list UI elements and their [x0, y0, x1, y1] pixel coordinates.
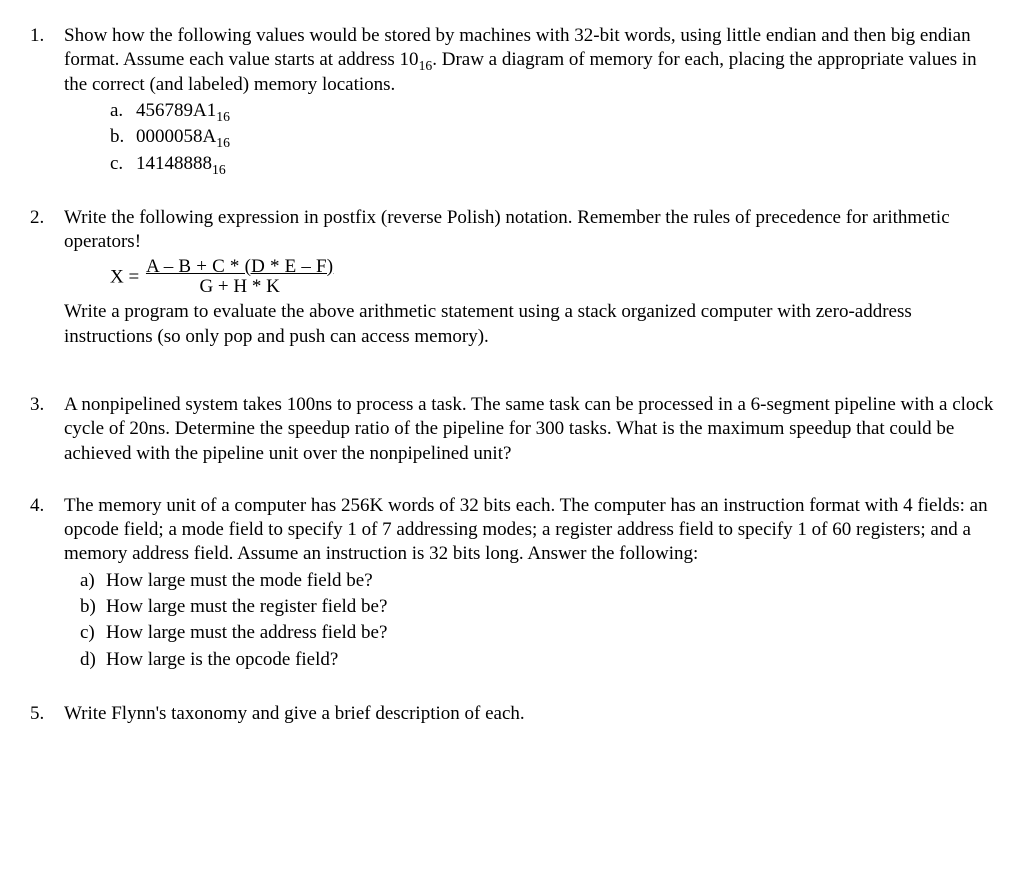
- question-body: Show how the following values would be s…: [64, 24, 994, 178]
- q4-text: The memory unit of a computer has 256K w…: [64, 495, 988, 565]
- sub-label: a): [80, 569, 106, 593]
- q2-text2: Write a program to evaluate the above ar…: [64, 301, 912, 346]
- fraction-denominator: G + H * K: [144, 277, 335, 298]
- formula-fraction: A – B + C * (D * E – F)G + H * K: [144, 257, 335, 299]
- question-number: 2.: [30, 206, 64, 349]
- sub-label: a.: [110, 99, 136, 123]
- sub-label: d): [80, 648, 106, 672]
- sub-value: 456789A116: [136, 99, 230, 123]
- question-1: 1. Show how the following values would b…: [30, 24, 994, 178]
- sub-text: How large is the opcode field?: [106, 648, 338, 672]
- sub-text: How large must the register field be?: [106, 595, 387, 619]
- q4-sub-d: d) How large is the opcode field?: [80, 648, 994, 672]
- subscript-16: 16: [216, 109, 230, 124]
- q1-sub-c: c. 1414888816: [110, 152, 994, 176]
- question-number: 3.: [30, 393, 64, 466]
- q1-sub-b: b. 0000058A16: [110, 125, 994, 149]
- hex-value: 0000058A: [136, 126, 216, 147]
- q5-text: Write Flynn's taxonomy and give a brief …: [64, 703, 525, 724]
- question-body: Write Flynn's taxonomy and give a brief …: [64, 702, 994, 726]
- q4-sub-b: b) How large must the register field be?: [80, 595, 994, 619]
- sub-text: How large must the address field be?: [106, 621, 387, 645]
- question-body: Write the following expression in postfi…: [64, 206, 994, 349]
- q3-text: A nonpipelined system takes 100ns to pro…: [64, 394, 993, 464]
- sub-value: 0000058A16: [136, 125, 230, 149]
- question-body: A nonpipelined system takes 100ns to pro…: [64, 393, 994, 466]
- question-4: 4. The memory unit of a computer has 256…: [30, 494, 994, 674]
- q2-text: Write the following expression in postfi…: [64, 207, 950, 252]
- q4-subitems: a) How large must the mode field be? b) …: [64, 569, 994, 672]
- q1-subitems: a. 456789A116 b. 0000058A16 c. 141488881…: [64, 99, 994, 176]
- subscript-16: 16: [419, 58, 433, 73]
- question-2: 2. Write the following expression in pos…: [30, 206, 994, 349]
- sub-value: 1414888816: [136, 152, 226, 176]
- q4-sub-c: c) How large must the address field be?: [80, 621, 994, 645]
- sub-text: How large must the mode field be?: [106, 569, 373, 593]
- sub-label: c.: [110, 152, 136, 176]
- sub-label: b.: [110, 125, 136, 149]
- sub-label: b): [80, 595, 106, 619]
- question-5: 5. Write Flynn's taxonomy and give a bri…: [30, 702, 994, 726]
- question-number: 1.: [30, 24, 64, 178]
- subscript-16: 16: [212, 161, 226, 176]
- question-3: 3. A nonpipelined system takes 100ns to …: [30, 393, 994, 466]
- hex-value: 456789A1: [136, 100, 216, 121]
- question-number: 5.: [30, 702, 64, 726]
- hex-value: 14148888: [136, 153, 212, 174]
- formula-lhs: X =: [110, 266, 144, 287]
- q4-sub-a: a) How large must the mode field be?: [80, 569, 994, 593]
- question-number: 4.: [30, 494, 64, 674]
- question-body: The memory unit of a computer has 256K w…: [64, 494, 994, 674]
- fraction-numerator: A – B + C * (D * E – F): [144, 257, 335, 278]
- subscript-16: 16: [216, 135, 230, 150]
- q2-text2-wrap: Write a program to evaluate the above ar…: [64, 300, 994, 349]
- q1-sub-a: a. 456789A116: [110, 99, 994, 123]
- q2-formula: X = A – B + C * (D * E – F)G + H * K: [64, 257, 994, 299]
- sub-label: c): [80, 621, 106, 645]
